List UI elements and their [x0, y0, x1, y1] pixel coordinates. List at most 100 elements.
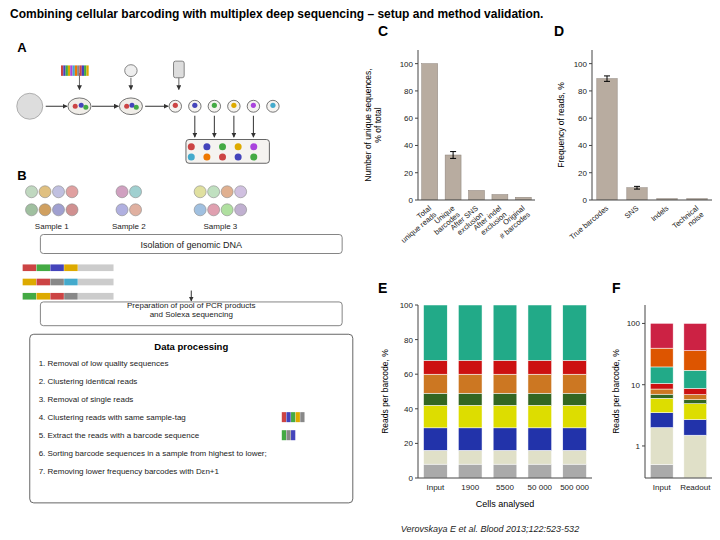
- bar-segment: [424, 393, 448, 405]
- text-line: 40: [404, 405, 413, 414]
- x-tick-label: Indels: [649, 203, 670, 223]
- diagram-dish: [228, 100, 240, 112]
- bar-segment: [493, 405, 517, 427]
- bar-segment: [493, 360, 517, 374]
- processing-step: 2. Clustering identical reads: [39, 377, 138, 386]
- barcode-strip: [291, 412, 295, 422]
- text-line: 6. Sorting barcode sequences in a sample…: [39, 449, 267, 458]
- text-line: 4. Clustering reads with same sample-tag: [39, 413, 186, 422]
- text-line: % of total: [373, 107, 383, 143]
- y-tick-label: 20: [404, 169, 413, 178]
- diagram-dot: [116, 204, 128, 216]
- dna-segment: [36, 293, 49, 300]
- error-cap: [450, 158, 456, 159]
- y-tick: [415, 478, 418, 479]
- diagram-arrow: [178, 78, 179, 90]
- x-tick-label: 5500: [496, 483, 514, 492]
- bar-segment: [563, 374, 587, 393]
- x-tick-label: Input: [653, 483, 672, 492]
- bar-segment: [493, 464, 517, 478]
- bar-segment: [684, 351, 707, 371]
- diagram-dish: [119, 98, 142, 115]
- bar: [627, 188, 647, 200]
- marks: [424, 305, 587, 478]
- y-axis: [418, 305, 419, 478]
- text-line: Number of unique sequences,: [363, 68, 373, 181]
- diagram-dot: [250, 154, 257, 161]
- text-line: 1. Removal of low quality sequences: [39, 359, 169, 368]
- diagram-arrow: [233, 116, 234, 137]
- bar: [597, 79, 617, 200]
- error-cap: [634, 186, 640, 187]
- barcode-strip: [77, 65, 79, 75]
- y-tick-label: 100: [627, 319, 641, 328]
- y-tick: [642, 445, 645, 446]
- diagram-dot: [235, 186, 247, 198]
- text-line: 0: [409, 474, 414, 483]
- x-axis-label: Cells analysed: [476, 499, 535, 509]
- error-line: [453, 152, 454, 159]
- bar-segment: [528, 305, 552, 360]
- error-bar: [604, 76, 610, 81]
- text-line: 0: [409, 196, 414, 205]
- barcode-strip: [63, 65, 65, 75]
- diagram-dot: [203, 154, 210, 161]
- y-tick: [415, 90, 418, 91]
- diagram-dish: [125, 65, 137, 77]
- processing-step: 4. Clustering reads with same sample-tag: [39, 413, 186, 422]
- x-axis: [418, 200, 535, 201]
- bar-segment: [493, 393, 517, 405]
- diagram-dish: [267, 100, 279, 112]
- bar-segment: [424, 464, 448, 478]
- y-axis-label: Frequency of reads, %: [556, 82, 566, 168]
- y-tick-label: 20: [578, 169, 587, 178]
- bar: [469, 190, 485, 200]
- text-line: unique reads: [399, 210, 438, 245]
- y-tick: [415, 443, 418, 444]
- dna-segment: [78, 264, 114, 271]
- y-tick: [415, 374, 418, 375]
- processing-step: 5. Extract the reads with a barcode sequ…: [39, 431, 200, 440]
- text-line: Sample 2: [112, 222, 146, 231]
- bar-segment: [650, 323, 673, 348]
- text-line: Sample 1: [35, 222, 69, 231]
- dna-segment: [36, 279, 49, 286]
- bar: [445, 155, 461, 200]
- text-line: Sample 3: [203, 222, 237, 231]
- text-line: 80: [404, 87, 413, 96]
- diagram-dot: [124, 104, 129, 109]
- panel-label: A: [17, 40, 27, 55]
- y-tick-label: 80: [404, 336, 413, 345]
- text-line: 100: [400, 60, 414, 69]
- y-tick: [415, 145, 418, 146]
- x-tick-label: SNS: [623, 204, 641, 221]
- bar-segment: [650, 389, 673, 394]
- text-line: Readout: [680, 483, 711, 492]
- step-box: [40, 235, 342, 254]
- bar-segment: [528, 464, 552, 478]
- diagram-dish: [208, 100, 220, 112]
- x-tick-label: Original# barcodes: [492, 203, 532, 240]
- bar-segment: [563, 305, 587, 360]
- text-line: 60: [404, 370, 413, 379]
- sample-label: Sample 3: [203, 222, 237, 231]
- diagram-dot: [83, 105, 88, 110]
- bar-segment: [563, 428, 587, 450]
- bar-segment: [650, 348, 673, 367]
- diagram-dot: [235, 204, 247, 216]
- marks: [650, 323, 706, 478]
- diagram-dot: [66, 204, 78, 216]
- bar-segment: [424, 450, 448, 464]
- chart-panel: 020406080100True barcodesSNSIndelsTechni…: [554, 23, 712, 241]
- diagram-dish: [68, 98, 91, 115]
- diagram-dot: [39, 186, 51, 198]
- diagram-dot: [130, 204, 142, 216]
- x-axis: [592, 200, 712, 201]
- diagram-dot: [116, 186, 128, 198]
- step-text: Preparation of pool of PCR productsand S…: [127, 301, 256, 319]
- diagram-dot: [129, 103, 134, 108]
- bar-segment: [650, 398, 673, 412]
- diagram-dot: [208, 204, 220, 216]
- y-tick: [415, 172, 418, 173]
- bar-segment: [528, 374, 552, 393]
